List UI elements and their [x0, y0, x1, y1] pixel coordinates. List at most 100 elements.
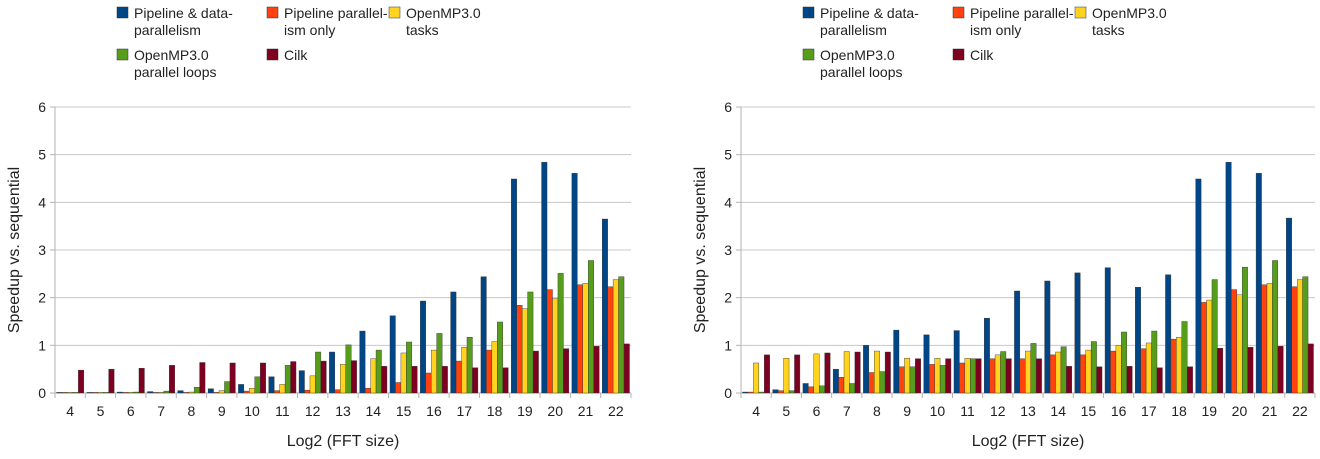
bar [975, 358, 982, 394]
bar [1291, 286, 1298, 394]
bar [939, 365, 946, 394]
bar [97, 392, 104, 394]
bar [1126, 366, 1133, 394]
bar [777, 390, 784, 394]
bar [1181, 321, 1188, 394]
bar [491, 341, 498, 394]
bar [1286, 217, 1292, 394]
y-tick-label: 5 [724, 147, 732, 163]
bar [1296, 279, 1303, 394]
y-tick-label: 4 [38, 194, 46, 210]
y-axis-label: Speedup vs. sequential [692, 167, 709, 333]
x-tick-label: 14 [1050, 403, 1066, 419]
legend-swatch [266, 6, 279, 19]
bar [934, 358, 941, 394]
bar [843, 351, 850, 394]
bar [1195, 178, 1202, 394]
bar [964, 358, 971, 394]
x-tick-label: 18 [487, 403, 503, 419]
bar [1255, 173, 1262, 394]
x-tick-label: 15 [1081, 403, 1097, 419]
bar [298, 370, 305, 394]
bar [370, 358, 377, 394]
bar [1005, 358, 1012, 394]
x-tick-label: 14 [366, 403, 382, 419]
bar [929, 364, 935, 394]
legend-swatch [116, 48, 129, 61]
x-tick-label: 4 [752, 403, 760, 419]
bar [874, 350, 880, 394]
bar [320, 360, 327, 394]
bar [783, 358, 790, 394]
bar [364, 388, 371, 394]
x-tick-label: 12 [305, 403, 321, 419]
bar [552, 298, 559, 394]
bar [207, 388, 214, 394]
bar [455, 360, 462, 394]
bar [425, 372, 432, 394]
bar [612, 279, 619, 394]
bar [61, 392, 68, 394]
x-tick-label: 5 [782, 403, 790, 419]
bar [602, 218, 608, 394]
bar [350, 360, 357, 394]
bar [1060, 346, 1067, 394]
bar [1187, 366, 1193, 394]
bar [213, 392, 220, 394]
x-tick-label: 11 [275, 403, 290, 419]
bar [188, 391, 195, 394]
bar [1165, 274, 1172, 394]
legend-label: Cilk [970, 47, 994, 63]
bar [849, 383, 856, 394]
bar [436, 333, 443, 394]
bar [915, 358, 921, 394]
bar [1110, 350, 1117, 394]
legend-label: Pipeline parallel-ism only [284, 5, 388, 38]
legend-label: Cilk [284, 47, 308, 63]
x-tick-label: 11 [960, 403, 975, 419]
bar [340, 364, 346, 394]
bar [838, 377, 845, 394]
bar [1014, 290, 1021, 394]
bar [1115, 345, 1122, 394]
y-tick-label: 3 [38, 242, 46, 258]
bar [909, 366, 916, 394]
bar [794, 354, 801, 394]
bar [243, 390, 250, 394]
bar [959, 362, 966, 394]
bar [375, 349, 382, 394]
bar [304, 389, 311, 394]
legend-label: Pipeline & data-parallelism [820, 5, 919, 38]
bar [898, 366, 905, 394]
bar [1170, 338, 1177, 394]
x-tick-label: 13 [335, 403, 351, 419]
bar [199, 362, 206, 394]
bar [472, 367, 479, 394]
bar [1080, 354, 1086, 394]
legend-label: Pipeline parallel-ism only [970, 5, 1074, 38]
bar [389, 315, 396, 394]
x-tick-label: 16 [1111, 403, 1127, 419]
bar [1217, 347, 1224, 394]
y-tick-label: 6 [38, 99, 46, 115]
bar [557, 273, 564, 394]
bar [345, 344, 352, 394]
bar [994, 354, 1001, 394]
bar [1000, 351, 1007, 394]
bar [290, 361, 297, 394]
bar [1231, 289, 1237, 394]
x-tick-label: 22 [608, 403, 624, 419]
bar [563, 348, 570, 394]
bar [441, 366, 448, 394]
bar [532, 350, 539, 394]
legend-label: OpenMP3.0 parallel loops [134, 47, 217, 80]
bar [824, 352, 831, 394]
bar [334, 389, 341, 394]
bar [158, 392, 165, 394]
legend-swatch [802, 6, 815, 19]
bar [249, 388, 255, 394]
y-tick-label: 3 [724, 242, 732, 258]
bar [329, 351, 336, 394]
